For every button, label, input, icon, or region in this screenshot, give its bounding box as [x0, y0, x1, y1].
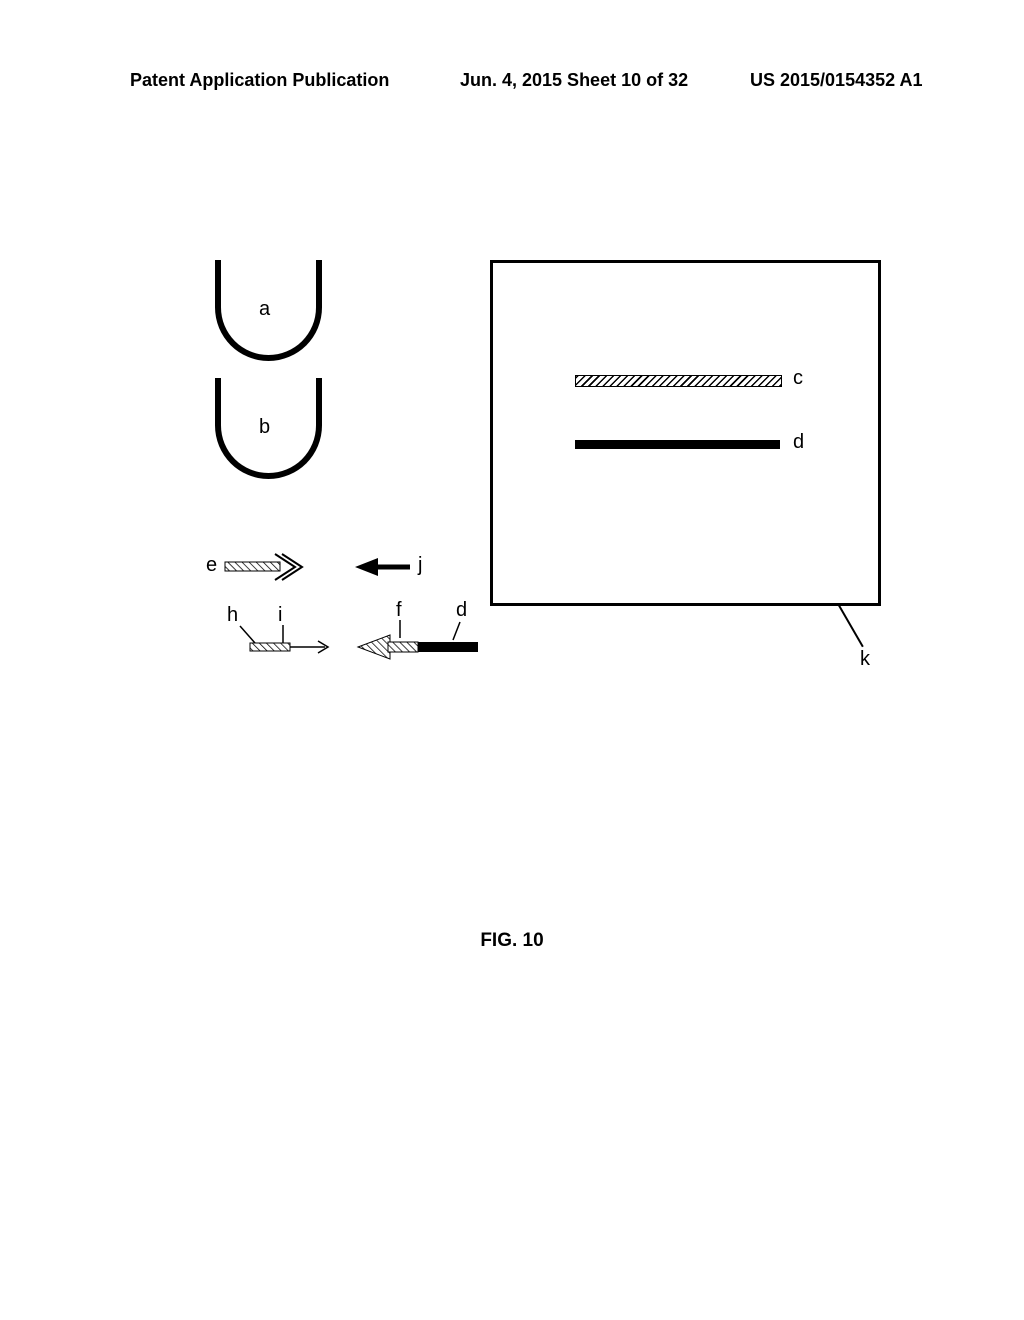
label-e: e [206, 554, 217, 577]
label-i: i [278, 604, 282, 627]
arrow-f-d [358, 635, 478, 659]
label-d2: d [456, 599, 467, 622]
label-h: h [227, 604, 238, 627]
arrow-j [355, 558, 410, 576]
label-j: j [418, 554, 422, 577]
figure-caption: FIG. 10 [0, 930, 1024, 952]
header-left: Patent Application Publication [130, 70, 389, 91]
arrow-h-i [250, 641, 328, 653]
figure-10: a b c d k [0, 250, 1024, 950]
header-center: Jun. 4, 2015 Sheet 10 of 32 [460, 70, 688, 91]
label-f: f [396, 599, 402, 622]
header-right: US 2015/0154352 A1 [750, 70, 922, 91]
arrow-group [0, 250, 1024, 950]
arrow-e [225, 554, 302, 580]
